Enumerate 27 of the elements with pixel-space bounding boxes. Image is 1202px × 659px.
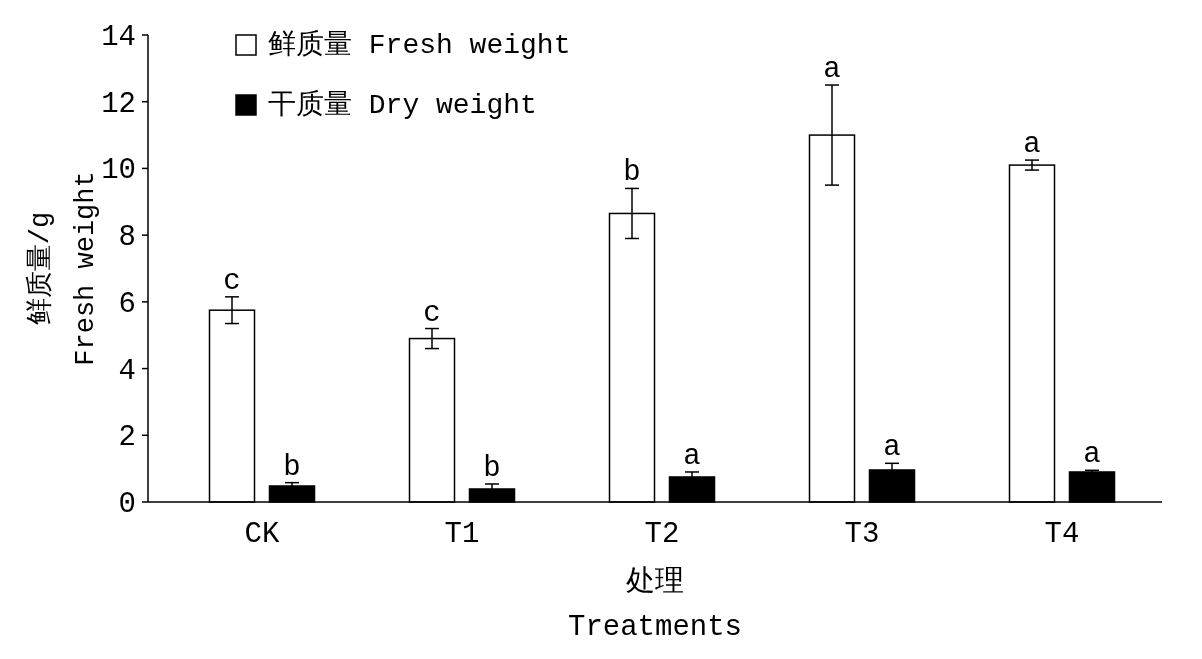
x-tick-label: T4 <box>1044 518 1080 551</box>
data-label: a <box>1083 438 1101 472</box>
data-label: a <box>1023 128 1041 162</box>
x-tick-label: CK <box>244 518 280 551</box>
data-label: b <box>483 451 501 485</box>
y-tick-label: 14 <box>101 21 136 54</box>
y-tick-label: 2 <box>118 421 136 455</box>
legend-label: 干质量 Dry weight <box>268 89 537 121</box>
x-axis-title: 处理 Treatments <box>567 566 743 644</box>
x-tick-label: T3 <box>844 518 880 551</box>
data-label: a <box>683 439 701 473</box>
y-axis-title: 鲜质量/g Fresh weight <box>25 171 101 366</box>
x-tick-label: T2 <box>644 518 680 551</box>
x-tick-label: T1 <box>444 518 480 551</box>
data-label: a <box>883 431 901 465</box>
y-tick-label: 6 <box>118 287 136 321</box>
y-tick-label: 0 <box>118 488 136 521</box>
y-tick-label: 12 <box>101 87 136 121</box>
data-label: a <box>823 53 841 87</box>
data-label: c <box>223 264 241 298</box>
data-label: c <box>423 296 441 330</box>
y-tick-label: 8 <box>118 221 136 255</box>
data-label: b <box>283 450 301 484</box>
legend-label: 鲜质量 Fresh weight <box>268 29 571 61</box>
data-label: b <box>623 156 641 190</box>
y-tick-label: 10 <box>101 154 136 188</box>
y-tick-label: 4 <box>118 354 136 388</box>
